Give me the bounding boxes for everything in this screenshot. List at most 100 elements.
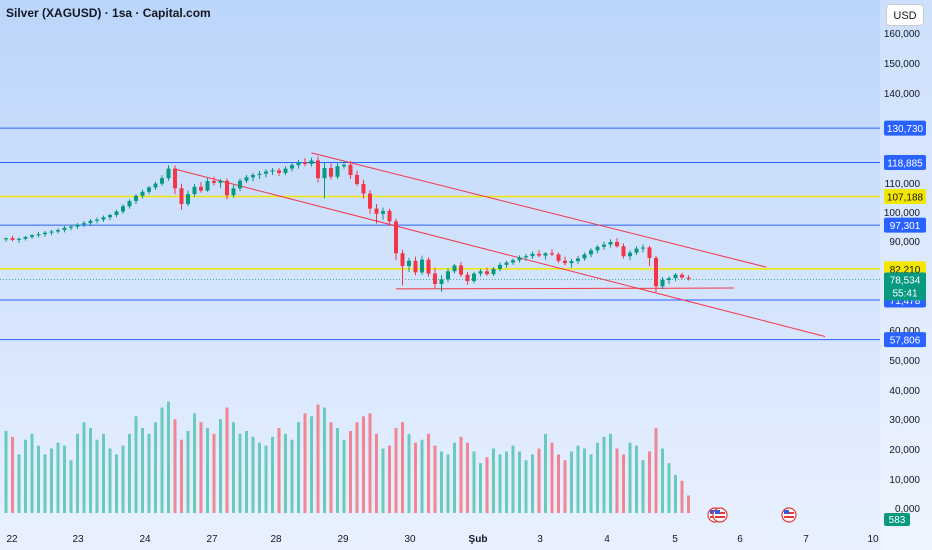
candle-body bbox=[459, 265, 463, 275]
candle-body bbox=[23, 237, 28, 239]
volume-bar bbox=[323, 407, 326, 513]
volume-bar bbox=[635, 445, 638, 513]
y-tick-label: 40,000 bbox=[889, 386, 920, 397]
volume-bar bbox=[154, 422, 157, 513]
candle-body bbox=[329, 168, 333, 177]
candle-body bbox=[686, 277, 691, 279]
last-volume-label: 583 bbox=[889, 515, 906, 526]
volume-bar bbox=[498, 454, 502, 513]
volume-bar bbox=[550, 442, 554, 513]
volume-bar bbox=[232, 422, 235, 513]
level-label-bg bbox=[884, 155, 926, 171]
candle-body bbox=[589, 250, 593, 255]
volume-bar bbox=[50, 448, 53, 513]
volume-bar bbox=[37, 445, 40, 513]
volume-bar bbox=[661, 448, 664, 513]
candle-body bbox=[316, 160, 320, 179]
candle-body bbox=[179, 188, 184, 204]
volume-bar bbox=[115, 454, 118, 513]
volume-bar bbox=[63, 445, 66, 513]
level-label-bg bbox=[884, 217, 926, 233]
candle-body bbox=[43, 232, 47, 235]
candle-body bbox=[192, 186, 197, 195]
x-tick-label: 27 bbox=[206, 534, 218, 545]
candle-body bbox=[88, 220, 93, 224]
candle-body bbox=[478, 271, 483, 274]
candle-body bbox=[634, 248, 639, 253]
volume-bar bbox=[303, 413, 307, 513]
candle-body bbox=[348, 164, 353, 175]
candle-body bbox=[446, 271, 450, 280]
volume-bar bbox=[446, 454, 450, 513]
currency-button[interactable]: USD bbox=[886, 4, 924, 26]
candle-body bbox=[199, 186, 203, 191]
candle-body bbox=[173, 168, 177, 189]
volume-bar bbox=[622, 454, 625, 513]
volume-bar bbox=[531, 454, 534, 513]
candle-body bbox=[147, 187, 151, 192]
volume-bar bbox=[401, 422, 404, 513]
volume-bar bbox=[147, 433, 151, 513]
candle-body bbox=[361, 183, 366, 194]
volume-bar bbox=[524, 460, 528, 513]
y-tick-label: 110,000 bbox=[885, 179, 921, 190]
x-tick-label: 4 bbox=[604, 534, 610, 545]
volume-bar bbox=[264, 445, 268, 513]
candle-body bbox=[108, 214, 112, 218]
volume-bar bbox=[43, 454, 47, 513]
volume-bar bbox=[492, 448, 495, 513]
volume-bar bbox=[388, 445, 391, 513]
volume-bar bbox=[537, 448, 541, 513]
volume-bar bbox=[193, 413, 196, 513]
volume-bar bbox=[407, 433, 411, 513]
volume-bar bbox=[654, 428, 658, 513]
level-label: 82,210 bbox=[890, 265, 921, 276]
candle-body bbox=[30, 235, 34, 238]
volume-bar bbox=[544, 433, 547, 513]
last-volume-badge bbox=[884, 513, 910, 526]
volume-bar bbox=[427, 433, 430, 513]
last-price-badge bbox=[884, 272, 926, 301]
volume-bar bbox=[557, 454, 560, 513]
x-axis-ticks: 22 23 24 27 28 29 30 Şub 3 4 5 6 7 10 bbox=[6, 534, 879, 545]
volume-bar bbox=[160, 407, 164, 513]
candle-body bbox=[205, 181, 210, 191]
candle-body bbox=[244, 177, 249, 181]
candle-body bbox=[452, 265, 457, 272]
level-label-bg bbox=[884, 188, 926, 204]
level-label: 118,885 bbox=[887, 159, 923, 170]
level-label-bg bbox=[884, 332, 926, 348]
candle-body bbox=[225, 180, 229, 196]
trend-line bbox=[174, 168, 826, 337]
candle-body bbox=[166, 168, 171, 179]
x-tick-label: 7 bbox=[803, 534, 809, 545]
candle-body bbox=[374, 208, 379, 214]
candle-body bbox=[556, 254, 561, 261]
candle-body bbox=[563, 260, 567, 264]
volume-bar bbox=[355, 422, 359, 513]
y-tick-label: 10,000 bbox=[889, 475, 920, 486]
volume-bar bbox=[17, 454, 21, 513]
volume-bar bbox=[511, 445, 515, 513]
candle-body bbox=[647, 247, 652, 258]
candle-body bbox=[283, 168, 288, 173]
volume-bar bbox=[69, 460, 73, 513]
candle-body bbox=[537, 253, 541, 256]
volume-bar bbox=[199, 422, 203, 513]
candle-body bbox=[660, 279, 665, 287]
volume-bar bbox=[440, 451, 443, 513]
volume-bar bbox=[667, 463, 671, 513]
candle-body bbox=[387, 210, 392, 222]
candle-body bbox=[10, 238, 15, 240]
y-tick-label: 60,000 bbox=[889, 326, 920, 337]
candle-body bbox=[238, 180, 242, 189]
volume-bar bbox=[518, 451, 521, 513]
x-tick-label: Şub bbox=[469, 534, 488, 545]
level-label-bg bbox=[884, 120, 926, 136]
volume-bar bbox=[121, 445, 125, 513]
candle-body bbox=[257, 173, 262, 175]
candle-body bbox=[290, 165, 294, 169]
x-tick-label: 3 bbox=[537, 534, 543, 545]
